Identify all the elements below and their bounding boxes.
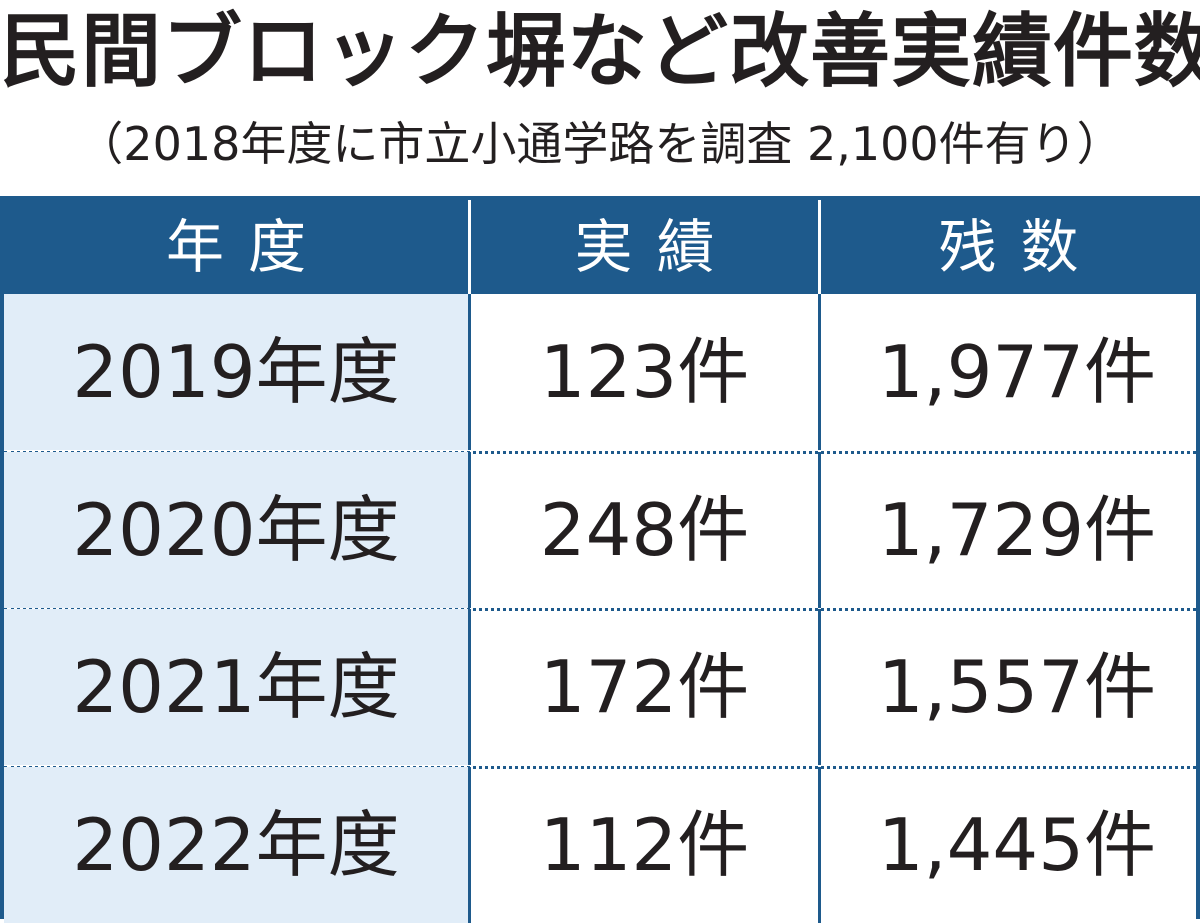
table-cell: 2019年度: [4, 294, 468, 450]
table-cell: 2020年度: [4, 451, 468, 608]
table-cell: 1,445件: [818, 766, 1196, 923]
table-cell: 172件: [468, 609, 818, 765]
table-cell: 1,729件: [818, 451, 1196, 608]
row-separator: [4, 765, 1196, 769]
column-header: 年度: [4, 200, 468, 294]
table-cell: 1,977件: [818, 294, 1196, 450]
column-header: 実績: [468, 200, 818, 294]
table-cell: 112件: [468, 766, 818, 923]
table-cell: 123件: [468, 294, 818, 450]
column-header: 残数: [818, 200, 1196, 294]
table: 年度 実績 残数 2019年度 123件 1,977件 2020年度 248件 1,729件 20…: [0, 196, 1200, 923]
table-cell: 1,557件: [818, 609, 1196, 765]
table-cell: 248件: [468, 451, 818, 608]
row-separator: [4, 608, 1196, 611]
title: 民間ブロック塀など改善実績件数: [0, 5, 1200, 98]
subtitle: （2018年度に市立小通学路を調査 2,100件有り）: [77, 117, 1123, 171]
row-separator: [4, 450, 1196, 454]
table-cell: 2022年度: [4, 766, 468, 923]
table-cell: 2021年度: [4, 609, 468, 765]
